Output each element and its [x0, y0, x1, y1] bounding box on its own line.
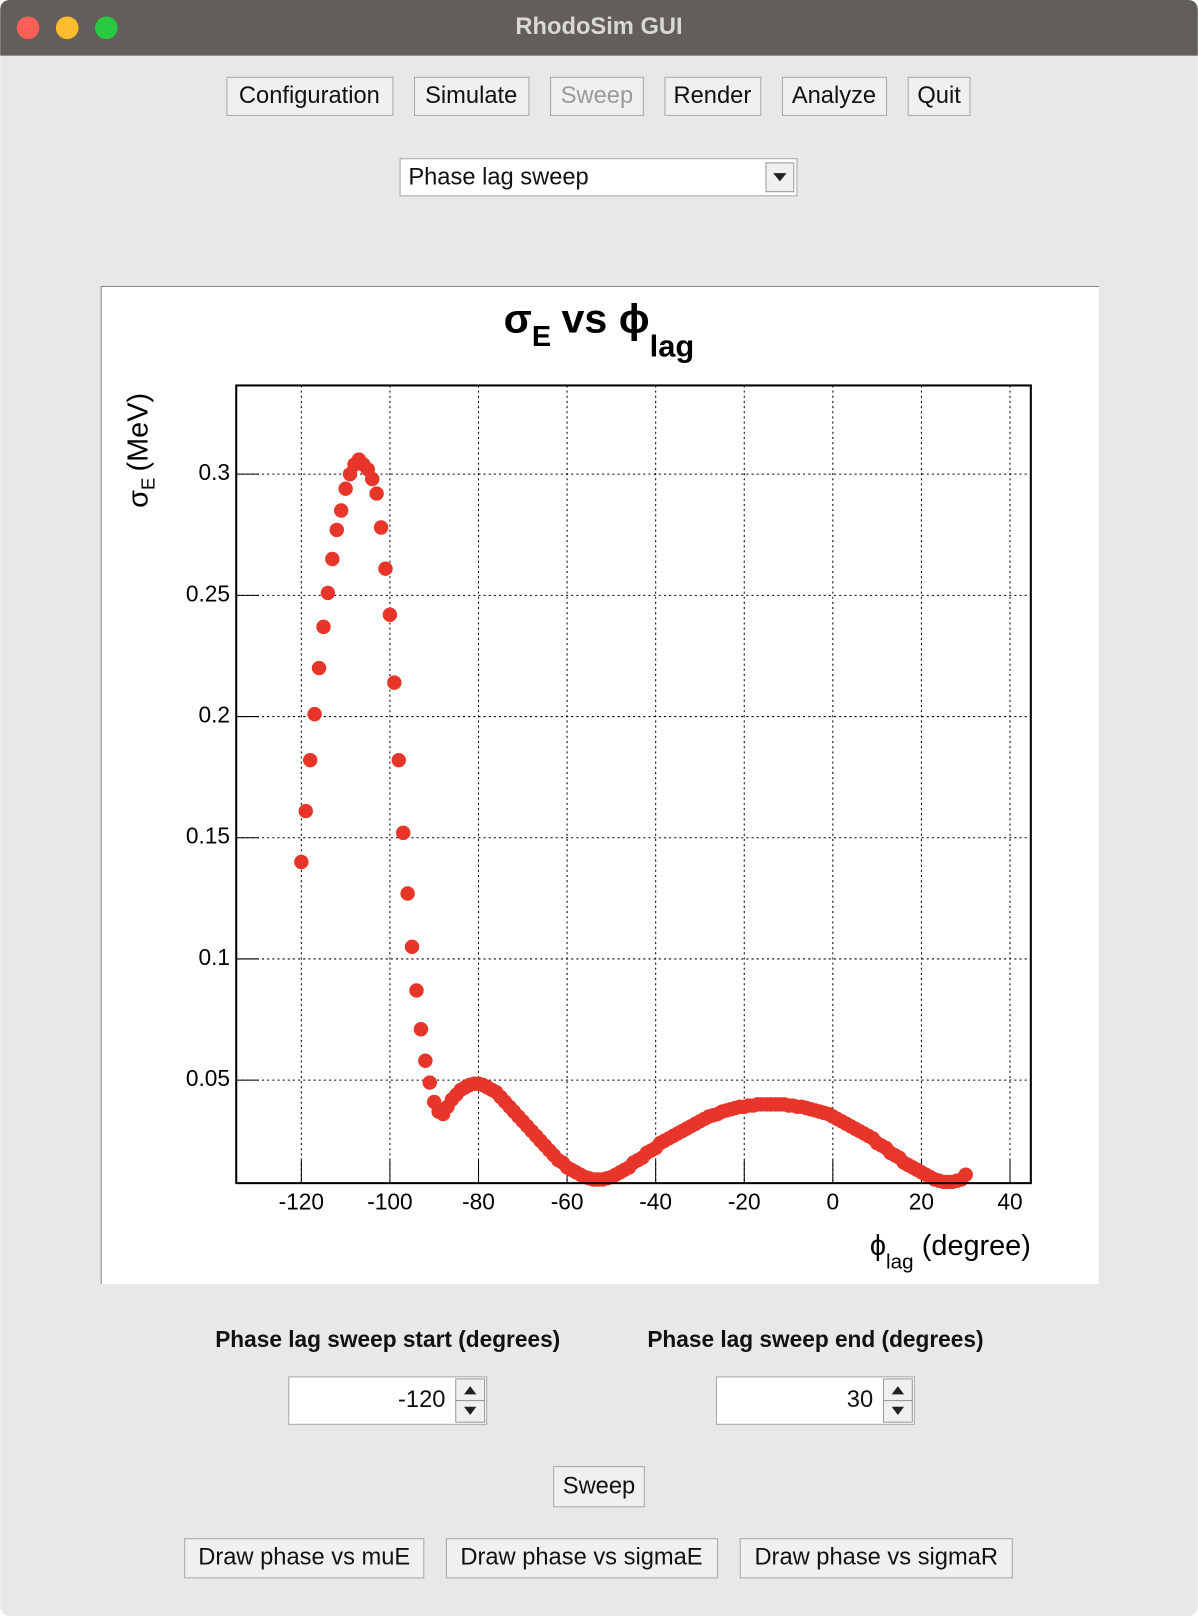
x-tick-label: -120	[279, 1189, 324, 1215]
data-point	[338, 481, 353, 496]
title-part: lag	[650, 329, 695, 364]
x-tick-label: -100	[367, 1189, 412, 1215]
y-axis-label: σE (MeV)	[122, 393, 159, 508]
data-point	[413, 1022, 429, 1037]
draw-button[interactable]: Draw phase vs muE	[184, 1538, 425, 1579]
menu-button[interactable]: Simulate	[414, 76, 530, 116]
x-axis-label: ϕlag (degree)	[870, 1230, 1031, 1274]
menu-button[interactable]: Quit	[907, 76, 971, 116]
label-part: (MeV)	[122, 393, 154, 472]
y-tick-label: 0.3	[199, 459, 231, 485]
window-title: RhodoSim GUI	[515, 14, 682, 40]
data-point	[373, 520, 389, 535]
data-point	[422, 1075, 437, 1090]
panel-border	[100, 285, 1099, 1285]
minimize-button[interactable]	[55, 16, 79, 40]
x-tick-label: 0	[827, 1189, 840, 1215]
data-point	[418, 1053, 433, 1068]
spin-box[interactable]: -120	[288, 1376, 488, 1425]
x-tick-label: -40	[639, 1189, 672, 1215]
label-part: ϕ	[870, 1230, 886, 1262]
x-tick-label: -20	[728, 1189, 761, 1215]
data-point	[294, 854, 309, 870]
menu-button[interactable]: Sweep	[550, 76, 644, 116]
data-point	[369, 486, 384, 501]
button-label: Quit	[917, 83, 961, 109]
data-point	[311, 660, 327, 676]
menu-button[interactable]: Configuration	[226, 76, 394, 116]
button-label: Draw phase vs sigmaR	[754, 1545, 998, 1571]
spin-box[interactable]: 30	[715, 1376, 915, 1425]
data-point	[320, 585, 336, 601]
data-point	[333, 503, 349, 518]
y-tick-label: 0.25	[186, 580, 230, 606]
x-tick-label: 40	[997, 1189, 1022, 1215]
data-point	[325, 551, 340, 567]
menu-button[interactable]: Render	[664, 76, 762, 116]
plot: -120 -100 -80 -60 -40 -20 0 20 40 0.05 0.1 0.15 0.2 0…	[186, 385, 1031, 1215]
data-point	[316, 619, 331, 635]
button-label: Sweep	[563, 1473, 635, 1499]
data-point	[378, 561, 393, 576]
draw-button[interactable]: Draw phase vs sigmaE	[445, 1538, 719, 1579]
menu-button[interactable]: Analyze	[781, 76, 888, 116]
spin-value: 30	[847, 1387, 873, 1413]
label-part: E	[138, 478, 159, 490]
button-label: Draw phase vs muE	[198, 1545, 410, 1571]
field-label: Phase lag sweep start (degrees)	[215, 1326, 560, 1352]
data-point	[382, 607, 398, 622]
x-tick-label: -60	[551, 1189, 584, 1215]
chart-title: σE vs ϕlag	[504, 295, 695, 363]
label-part: σ	[122, 490, 154, 508]
spin-value: -120	[398, 1387, 445, 1413]
close-button[interactable]	[16, 16, 40, 40]
data-point	[391, 752, 406, 768]
data-point	[364, 471, 380, 487]
button-label: Simulate	[425, 83, 517, 109]
title-part: σ	[504, 295, 532, 341]
button-label: Analyze	[792, 83, 876, 109]
zoom-button[interactable]	[95, 16, 118, 40]
button-label: Sweep	[561, 83, 633, 109]
title-part: vs ϕ	[561, 295, 649, 341]
y-tick-label: 0.05	[186, 1065, 230, 1091]
data-point	[400, 886, 415, 901]
label-part: lag	[886, 1251, 914, 1274]
button-label: Render	[674, 83, 752, 109]
x-tick-label: 20	[909, 1189, 934, 1215]
plot-frame	[235, 384, 1032, 1185]
x-tick-label: -80	[462, 1189, 495, 1215]
y-tick-label: 0.2	[199, 702, 231, 728]
button-label: Configuration	[239, 83, 380, 109]
data-point	[307, 706, 322, 722]
data-point	[958, 1167, 973, 1182]
data-point	[404, 939, 420, 955]
title-part: E	[532, 321, 551, 353]
title-bar	[0, 0, 1198, 56]
label-part: (degree)	[922, 1230, 1031, 1262]
draw-button[interactable]: Draw phase vs sigmaR	[739, 1538, 1013, 1579]
sweep-button[interactable]: Sweep	[553, 1466, 645, 1508]
field-label: Phase lag sweep end (degrees)	[647, 1326, 983, 1352]
data-point	[298, 803, 313, 819]
dropdown-value: Phase lag sweep	[408, 165, 588, 191]
y-tick-label: 0.1	[199, 944, 231, 970]
data-point	[395, 825, 411, 841]
data-point	[409, 983, 424, 998]
data-point	[329, 522, 344, 538]
dropdown[interactable]: Phase lag sweep	[399, 158, 798, 197]
data-point	[302, 752, 318, 768]
data-point	[387, 675, 402, 690]
y-tick-label: 0.15	[186, 823, 230, 849]
chart-panel	[101, 286, 1099, 1285]
button-label: Draw phase vs sigmaE	[460, 1545, 702, 1571]
